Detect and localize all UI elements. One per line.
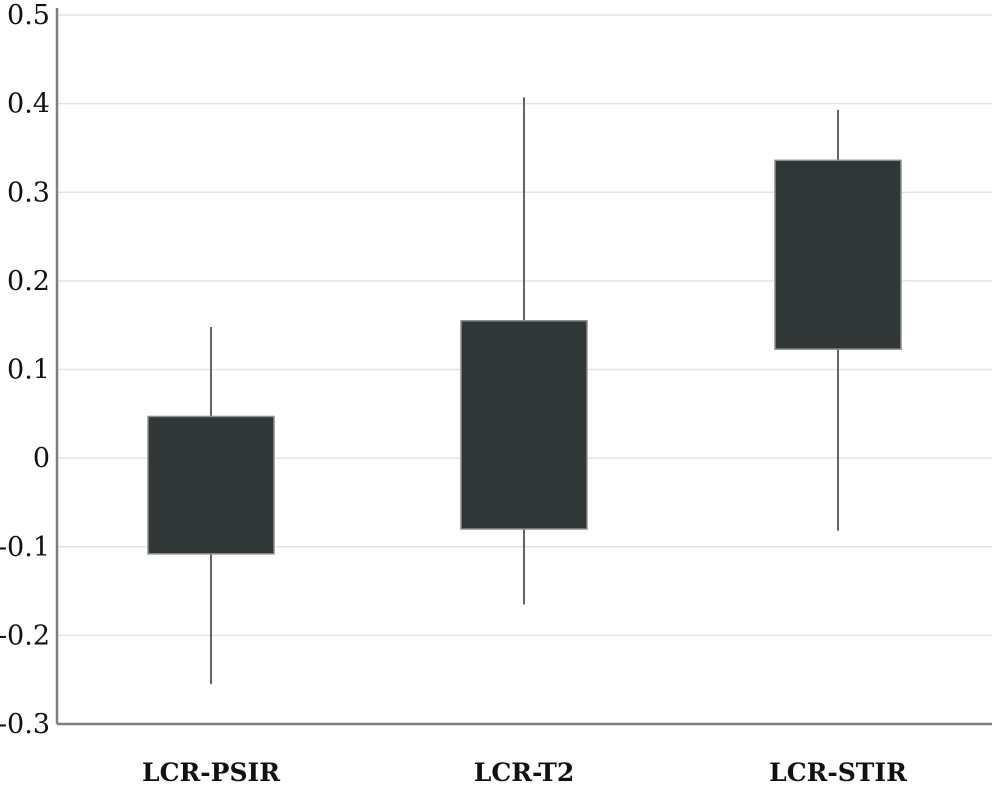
boxes <box>147 159 902 555</box>
y-tick-label: 0.5 <box>7 0 50 31</box>
y-tick-label: 0.4 <box>7 89 50 120</box>
y-tick-label: -0.1 <box>0 532 50 563</box>
category-labels: LCR-PSIR LCR-T2 LCR-STIR <box>142 758 907 787</box>
box-lcr-t2 <box>460 320 588 530</box>
y-tick-label: 0.2 <box>7 266 50 297</box>
category-label: LCR-STIR <box>769 758 907 787</box>
y-tick-label: 0.3 <box>7 177 50 208</box>
y-tick-label: -0.3 <box>0 709 50 740</box>
box-lcr-psir <box>147 415 275 555</box>
y-tick-label: 0.1 <box>7 355 50 386</box>
y-tick-label: -0.2 <box>0 620 50 651</box>
box-lcr-stir <box>774 159 902 350</box>
category-label: LCR-PSIR <box>142 758 280 787</box>
category-label: LCR-T2 <box>474 758 575 787</box>
y-tick-label: 0 <box>33 443 50 474</box>
y-tick-labels: 0.5 0.4 0.3 0.2 0.1 0 -0.1 -0.2 -0.3 <box>0 0 50 740</box>
